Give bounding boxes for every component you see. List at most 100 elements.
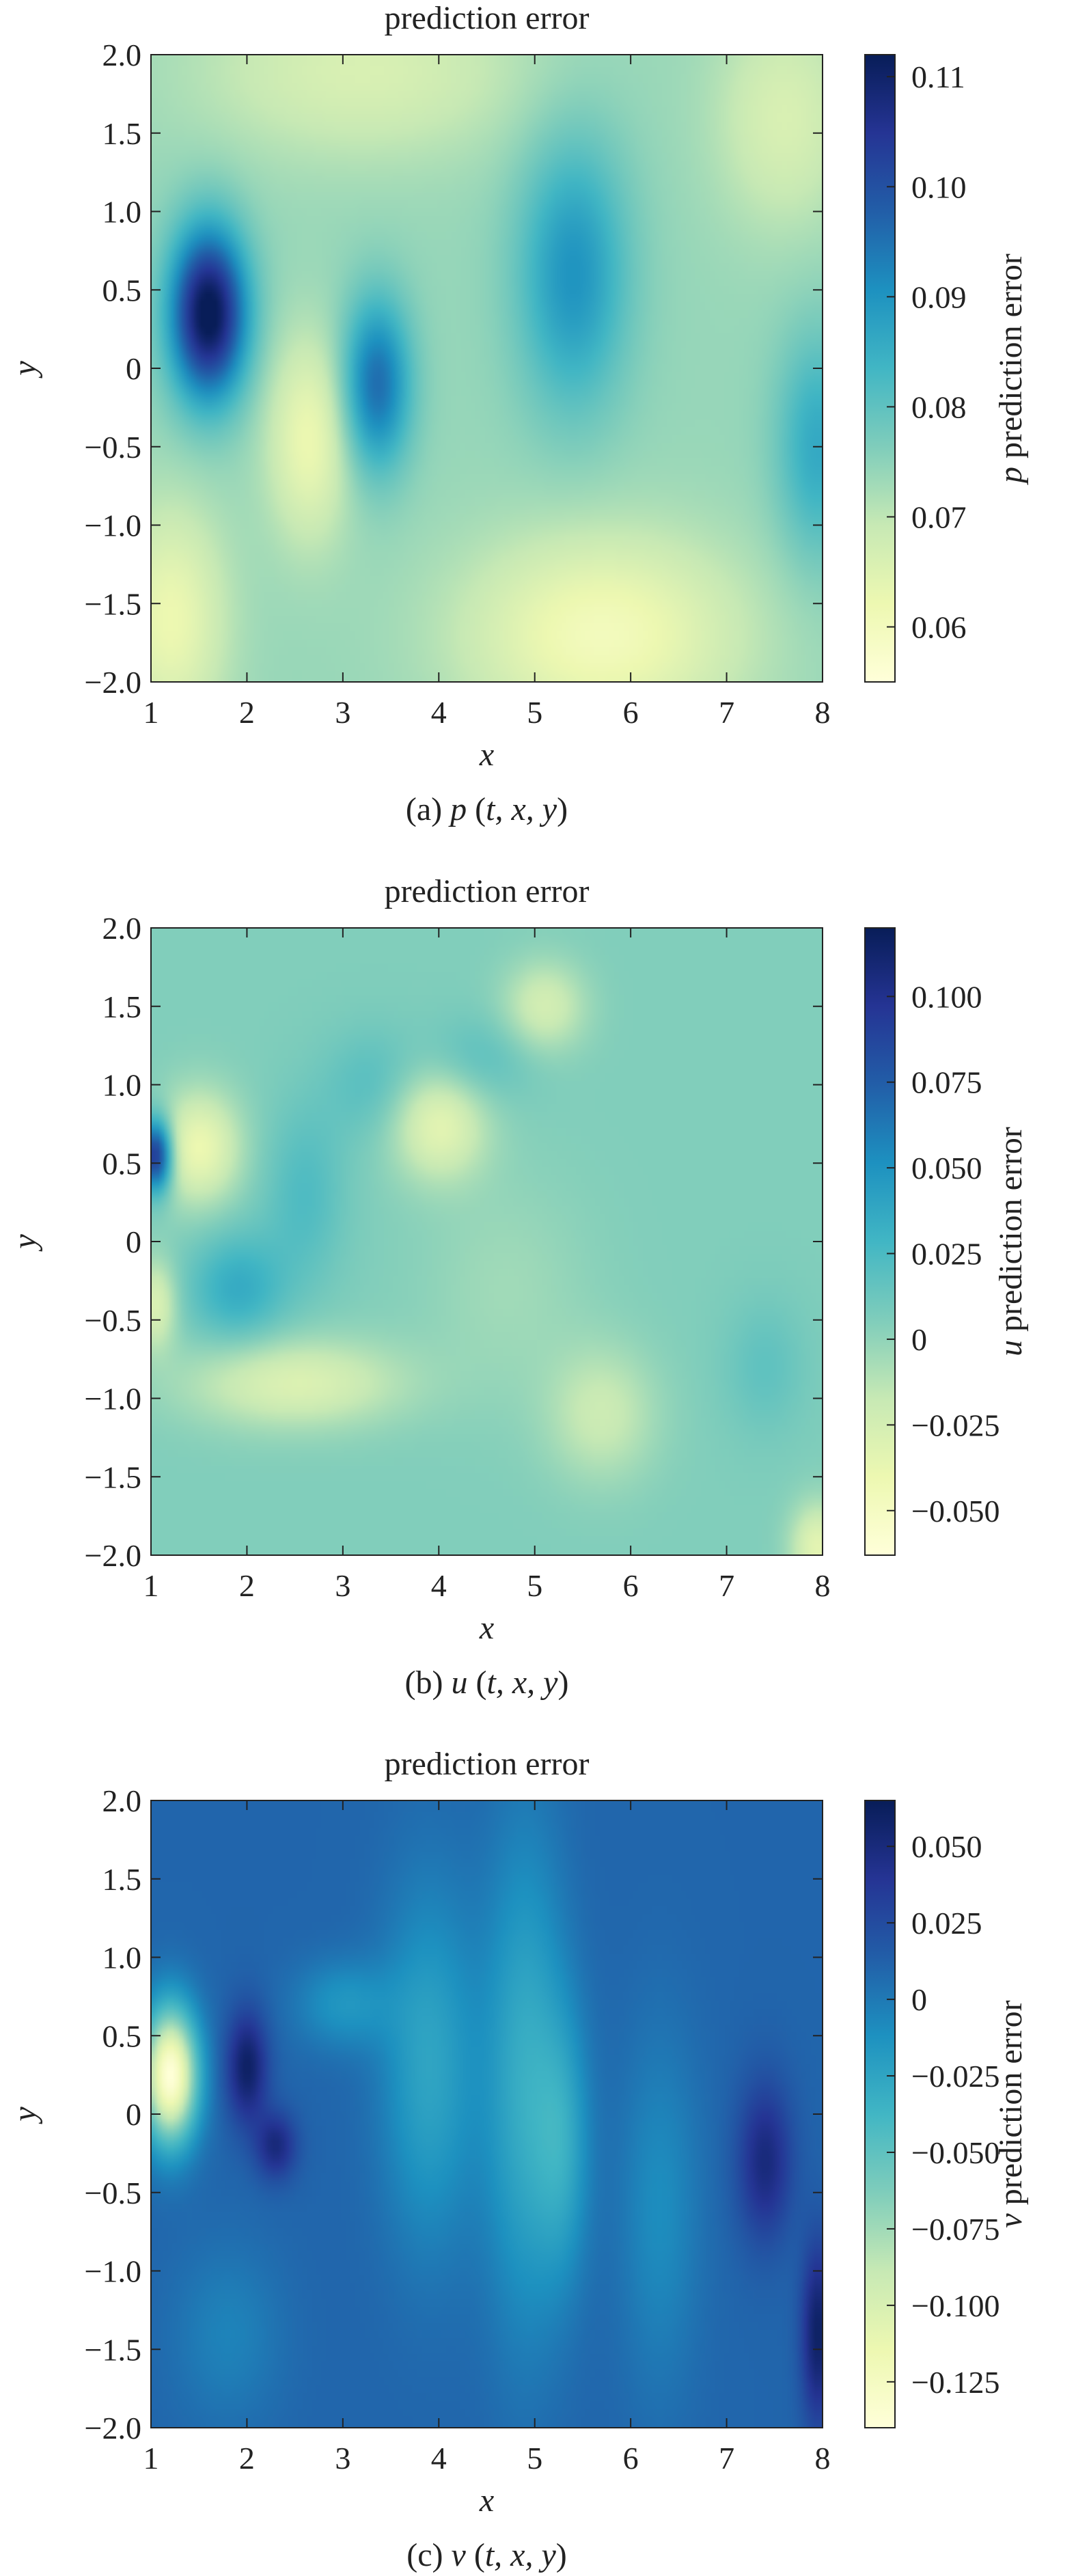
- y-axis-label: y: [7, 1234, 43, 1252]
- colorbar-label-text: prediction error: [993, 2000, 1029, 2213]
- colorbar-tick-label: 0.050: [911, 1829, 982, 1864]
- y-tick-label: 0.5: [102, 2018, 142, 2053]
- x-tick-label: 2: [239, 695, 255, 730]
- x-tick-label: 5: [527, 695, 542, 730]
- chart-title: prediction error: [385, 873, 590, 909]
- heatmap-image: [151, 1800, 823, 2428]
- x-tick-label: 1: [143, 695, 159, 730]
- y-tick-label: 2.0: [102, 38, 142, 72]
- x-tick-label: 1: [143, 1568, 159, 1603]
- caption-part-args: t, x, y: [486, 791, 557, 827]
- colorbar-label-text: prediction error: [993, 254, 1029, 467]
- y-tick-label: 1.0: [102, 195, 142, 230]
- colorbar: [864, 927, 896, 1556]
- colorbar-tick-label: 0.025: [911, 1906, 982, 1941]
- colorbar-tick-label: 0.08: [911, 389, 967, 424]
- caption-part-rest: (: [468, 1664, 487, 1701]
- x-tick-label: 8: [815, 2441, 831, 2476]
- colorbar-tick-label: −0.025: [911, 2059, 999, 2094]
- colorbar-label: u prediction error: [993, 1127, 1029, 1356]
- caption-part-close: ): [557, 1664, 568, 1701]
- chart-panel-1: prediction error 1 2 3 4 5 6 7 8 2.0 1.5 1.0 0.5 0 −0.…: [7, 0, 1029, 827]
- y-tick-label: −0.5: [85, 2176, 141, 2210]
- chart-title: prediction error: [385, 1746, 590, 1782]
- x-tick-label: 5: [527, 1568, 542, 1603]
- caption-part-rest: (: [466, 2537, 485, 2573]
- caption-part-close: ): [557, 791, 568, 827]
- x-tick-label: 4: [431, 1568, 447, 1603]
- y-tick-label: −1.5: [85, 586, 141, 621]
- colorbar-tick-label: −0.075: [911, 2212, 999, 2247]
- x-tick-label: 5: [527, 2441, 542, 2476]
- caption-part-var: p: [448, 791, 467, 827]
- colorbar: [864, 1800, 896, 2428]
- x-tick-label: 6: [623, 1568, 639, 1603]
- caption-part-args: t, x, y: [487, 1664, 559, 1701]
- caption-part-args: t, x, y: [485, 2537, 557, 2573]
- caption-part-rest: (: [467, 791, 486, 827]
- y-tick-label: 2.0: [102, 911, 142, 946]
- x-tick-label: 7: [719, 695, 734, 730]
- y-tick-label: −0.5: [85, 430, 141, 465]
- y-tick-label: 0.5: [102, 1146, 142, 1181]
- caption-part-open: (a): [406, 791, 450, 827]
- x-tick-label: 7: [719, 1568, 734, 1603]
- colorbar-tick-label: 0.10: [911, 169, 967, 204]
- y-tick-label: −1.0: [85, 1382, 141, 1416]
- x-tick-label: 3: [335, 695, 350, 730]
- x-tick-label: 4: [431, 2441, 447, 2476]
- x-tick-label: 2: [239, 1568, 255, 1603]
- y-tick-label: 1.0: [102, 1068, 142, 1103]
- chart-panel-3: prediction error 1 2 3 4 5 6 7 8 2.0 1.5 1.0 0.5 0 −0.…: [7, 1746, 1029, 2573]
- caption-part-open: (b): [405, 1664, 452, 1701]
- x-tick-label: 1: [143, 2441, 159, 2476]
- y-tick-label: 0: [126, 1224, 141, 1259]
- x-tick-label: 3: [335, 2441, 350, 2476]
- y-axis-label: y: [7, 2107, 43, 2125]
- y-tick-label: 0: [126, 351, 141, 386]
- x-tick-label: 6: [623, 2441, 639, 2476]
- y-tick-label: 0.5: [102, 273, 142, 307]
- x-tick-label: 2: [239, 2441, 255, 2476]
- caption-part-close: ): [556, 2537, 567, 2573]
- y-tick-label: −2.0: [85, 1538, 141, 1573]
- colorbar-tick-label: 0.09: [911, 279, 967, 314]
- colorbar-label: v prediction error: [993, 2000, 1029, 2228]
- panel-caption: (a) p (t, x, y): [406, 791, 568, 827]
- y-tick-label: −1.0: [85, 508, 141, 543]
- panel-caption: (c) v (t, x, y): [406, 2537, 567, 2573]
- y-tick-label: 1.0: [102, 1941, 142, 1975]
- y-axis-label: y: [7, 361, 43, 379]
- y-tick-label: −1.0: [85, 2254, 141, 2289]
- y-tick-label: 1.5: [102, 1862, 142, 1897]
- caption-part-var: v: [452, 2537, 467, 2573]
- x-tick-label: 6: [623, 695, 639, 730]
- chart-title: prediction error: [385, 0, 590, 36]
- heatmap-image: [151, 928, 823, 1555]
- chart-panel-2: prediction error 1 2 3 4 5 6 7 8 2.0 1.5 1.0 0.5 0 −0.…: [7, 873, 1029, 1701]
- heatmap-image: [151, 55, 823, 682]
- y-tick-label: 2.0: [102, 1783, 142, 1818]
- caption-part-open: (c): [406, 2537, 451, 2573]
- colorbar-label-var: u: [993, 1340, 1029, 1356]
- colorbar-tick-label: 0.07: [911, 499, 967, 534]
- colorbar: [864, 54, 896, 683]
- colorbar-tick-label: 0: [911, 1322, 927, 1357]
- colorbar-tick-label: 0.06: [911, 609, 967, 644]
- colorbar-tick-label: 0.050: [911, 1151, 982, 1186]
- colorbar-label: p prediction error: [993, 254, 1029, 485]
- colorbar-label-var: v: [993, 2213, 1029, 2228]
- y-tick-label: −0.5: [85, 1303, 141, 1338]
- x-axis-label: x: [479, 2482, 494, 2519]
- colorbar-tick-label: −0.100: [911, 2288, 999, 2323]
- colorbar-label-text: prediction error: [993, 1127, 1029, 1340]
- colorbar-tick-label: −0.025: [911, 1408, 999, 1442]
- x-tick-label: 8: [815, 695, 831, 730]
- colorbar-tick-label: 0.11: [911, 59, 965, 94]
- caption-part-var: u: [452, 1664, 468, 1701]
- panel-caption: (b) u (t, x, y): [405, 1664, 569, 1701]
- y-tick-label: −2.0: [85, 665, 141, 700]
- y-tick-label: 1.5: [102, 116, 142, 151]
- colorbar-tick-label: −0.125: [911, 2365, 999, 2400]
